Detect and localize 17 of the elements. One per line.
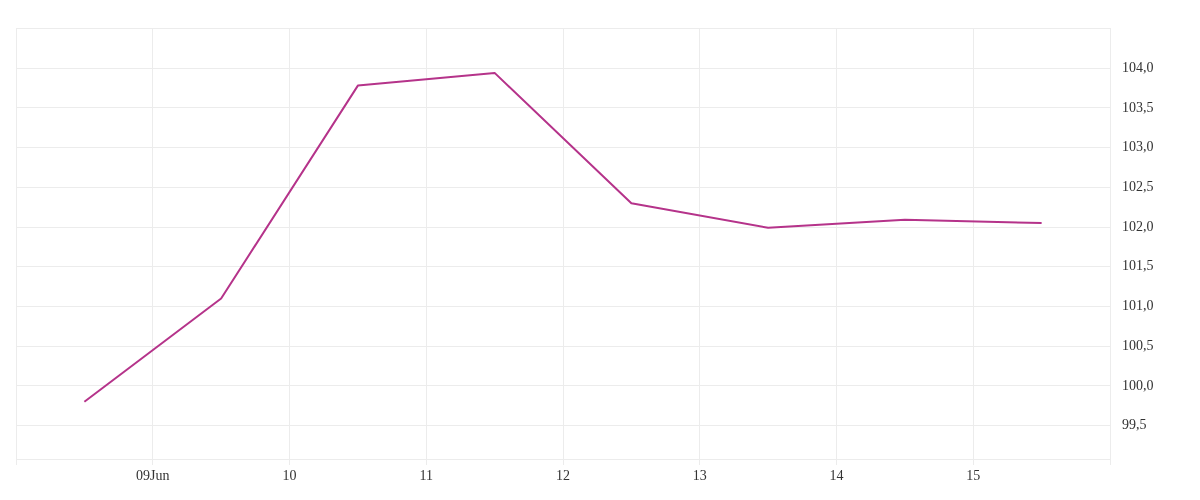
y-tick-label: 103,0 — [1122, 139, 1154, 155]
x-tick-label: 14 — [829, 468, 844, 484]
y-tick-label: 104,0 — [1122, 59, 1154, 75]
x-tick-label: 13 — [692, 468, 707, 484]
y-tick-label: 102,5 — [1122, 178, 1154, 194]
x-tick-label: 15 — [966, 468, 981, 484]
y-tick-label: 102,0 — [1122, 218, 1154, 234]
x-tick-label: 11 — [419, 468, 433, 484]
x-tick-label: 10 — [282, 468, 297, 484]
y-tick-label: 100,0 — [1122, 377, 1154, 393]
y-tick-label: 99,5 — [1122, 417, 1147, 433]
y-tick-label: 100,5 — [1122, 337, 1154, 353]
x-tick-label: 12 — [556, 468, 570, 484]
y-tick-label: 103,5 — [1122, 99, 1154, 115]
x-tick-label: 09Jun — [136, 468, 170, 484]
y-tick-label: 101,5 — [1122, 258, 1154, 274]
y-tick-label: 101,0 — [1122, 298, 1154, 314]
